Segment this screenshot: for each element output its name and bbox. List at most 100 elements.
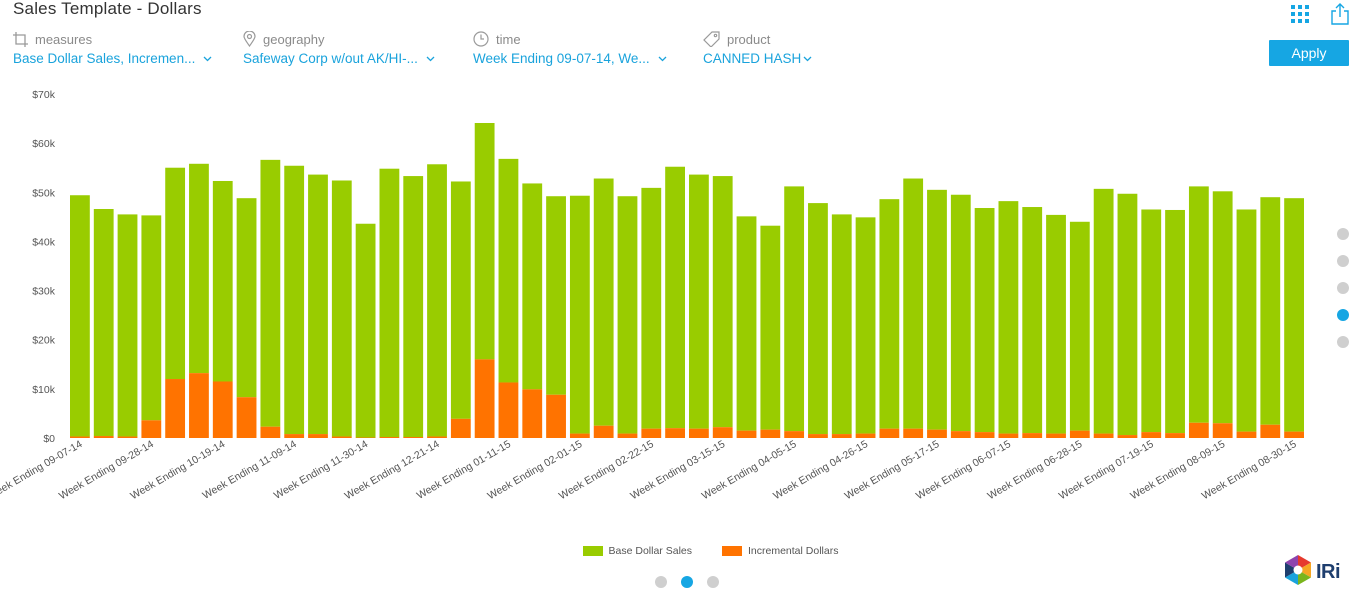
bar-incremental-dollars[interactable]	[522, 389, 543, 438]
page-dot[interactable]	[1337, 282, 1349, 294]
bar-incremental-dollars[interactable]	[260, 426, 281, 438]
bar-incremental-dollars[interactable]	[1022, 433, 1043, 438]
bar-incremental-dollars[interactable]	[736, 430, 757, 438]
bar-base-dollar-sales[interactable]	[1117, 193, 1138, 436]
bar-incremental-dollars[interactable]	[1260, 424, 1281, 438]
bar-incremental-dollars[interactable]	[903, 428, 924, 438]
bar-incremental-dollars[interactable]	[689, 428, 709, 438]
bar-base-dollar-sales[interactable]	[331, 180, 352, 437]
bar-incremental-dollars[interactable]	[1284, 431, 1304, 438]
bar-incremental-dollars[interactable]	[950, 431, 971, 438]
bar-base-dollar-sales[interactable]	[379, 168, 400, 438]
bar-incremental-dollars[interactable]	[546, 394, 566, 438]
bar-base-dollar-sales[interactable]	[260, 159, 281, 427]
bar-incremental-dollars[interactable]	[879, 428, 900, 438]
bar-incremental-dollars[interactable]	[855, 433, 876, 438]
bar-base-dollar-sales[interactable]	[141, 215, 162, 421]
page-dot[interactable]	[707, 576, 719, 588]
bar-base-dollar-sales[interactable]	[165, 167, 186, 380]
bar-incremental-dollars[interactable]	[284, 434, 305, 438]
bar-base-dollar-sales[interactable]	[546, 196, 566, 395]
bar-base-dollar-sales[interactable]	[569, 195, 590, 434]
bar-incremental-dollars[interactable]	[331, 436, 352, 438]
legend-item-base[interactable]: Base Dollar Sales	[582, 545, 692, 557]
share-export-icon[interactable]	[1331, 3, 1349, 30]
bar-incremental-dollars[interactable]	[236, 397, 257, 438]
bar-base-dollar-sales[interactable]	[189, 163, 209, 374]
bar-incremental-dollars[interactable]	[189, 373, 209, 438]
bar-incremental-dollars[interactable]	[712, 427, 733, 438]
bar-incremental-dollars[interactable]	[784, 431, 805, 438]
bar-incremental-dollars[interactable]	[617, 433, 638, 438]
bar-incremental-dollars[interactable]	[974, 432, 995, 438]
bar-incremental-dollars[interactable]	[379, 437, 400, 438]
bar-base-dollar-sales[interactable]	[498, 158, 519, 383]
bar-base-dollar-sales[interactable]	[903, 178, 924, 429]
bar-incremental-dollars[interactable]	[831, 434, 852, 438]
bar-incremental-dollars[interactable]	[70, 436, 90, 438]
bar-base-dollar-sales[interactable]	[712, 176, 733, 428]
bar-base-dollar-sales[interactable]	[117, 214, 138, 437]
bar-incremental-dollars[interactable]	[427, 436, 447, 438]
bar-base-dollar-sales[interactable]	[1165, 209, 1185, 434]
bar-base-dollar-sales[interactable]	[93, 208, 114, 437]
bar-base-dollar-sales[interactable]	[950, 194, 971, 432]
bar-base-dollar-sales[interactable]	[70, 195, 90, 437]
bar-base-dollar-sales[interactable]	[1069, 221, 1090, 431]
bar-incremental-dollars[interactable]	[1188, 422, 1209, 438]
bar-base-dollar-sales[interactable]	[1236, 209, 1257, 432]
page-dot-active[interactable]	[1337, 309, 1349, 321]
page-dot[interactable]	[1337, 255, 1349, 267]
bar-incremental-dollars[interactable]	[141, 420, 162, 438]
page-dot-active[interactable]	[681, 576, 693, 588]
bar-base-dollar-sales[interactable]	[1022, 207, 1043, 434]
bar-base-dollar-sales[interactable]	[689, 174, 709, 429]
bar-base-dollar-sales[interactable]	[617, 196, 638, 434]
bar-base-dollar-sales[interactable]	[1093, 188, 1114, 434]
bar-incremental-dollars[interactable]	[1117, 435, 1138, 438]
bar-incremental-dollars[interactable]	[927, 429, 947, 438]
bar-base-dollar-sales[interactable]	[593, 178, 614, 426]
bar-base-dollar-sales[interactable]	[1141, 209, 1162, 433]
bar-base-dollar-sales[interactable]	[236, 198, 257, 398]
product-dropdown[interactable]: CANNED HASH	[703, 51, 812, 66]
bar-base-dollar-sales[interactable]	[808, 203, 828, 435]
bar-base-dollar-sales[interactable]	[522, 183, 543, 390]
bar-incremental-dollars[interactable]	[498, 382, 519, 438]
bar-base-dollar-sales[interactable]	[403, 176, 424, 438]
bar-base-dollar-sales[interactable]	[831, 214, 852, 435]
bar-incremental-dollars[interactable]	[474, 359, 495, 438]
bar-base-dollar-sales[interactable]	[1260, 197, 1281, 425]
bar-base-dollar-sales[interactable]	[736, 216, 757, 431]
bar-base-dollar-sales[interactable]	[1046, 214, 1066, 434]
bar-base-dollar-sales[interactable]	[308, 174, 328, 435]
bar-base-dollar-sales[interactable]	[450, 181, 471, 419]
bar-base-dollar-sales[interactable]	[665, 166, 685, 429]
bar-base-dollar-sales[interactable]	[474, 122, 495, 360]
bar-incremental-dollars[interactable]	[212, 381, 233, 438]
bar-incremental-dollars[interactable]	[593, 425, 614, 438]
bar-incremental-dollars[interactable]	[117, 436, 138, 438]
bar-base-dollar-sales[interactable]	[284, 165, 305, 435]
bar-incremental-dollars[interactable]	[93, 436, 114, 438]
bar-incremental-dollars[interactable]	[1212, 423, 1233, 438]
legend-item-incremental[interactable]: Incremental Dollars	[722, 545, 838, 557]
bar-base-dollar-sales[interactable]	[784, 186, 805, 432]
bar-incremental-dollars[interactable]	[808, 434, 828, 438]
bar-incremental-dollars[interactable]	[450, 418, 471, 438]
geography-dropdown[interactable]: Safeway Corp w/out AK/HI-...	[243, 51, 435, 66]
bar-incremental-dollars[interactable]	[1165, 433, 1185, 438]
page-dot[interactable]	[1337, 336, 1349, 348]
bar-base-dollar-sales[interactable]	[355, 223, 376, 438]
apply-button[interactable]: Apply	[1269, 40, 1349, 66]
bar-base-dollar-sales[interactable]	[1284, 198, 1304, 432]
bar-incremental-dollars[interactable]	[165, 379, 186, 438]
bar-base-dollar-sales[interactable]	[879, 199, 900, 429]
page-dot[interactable]	[655, 576, 667, 588]
bar-base-dollar-sales[interactable]	[760, 225, 781, 430]
bar-incremental-dollars[interactable]	[1141, 432, 1162, 438]
bar-base-dollar-sales[interactable]	[998, 201, 1019, 434]
bar-incremental-dollars[interactable]	[998, 433, 1019, 438]
bar-incremental-dollars[interactable]	[569, 433, 590, 438]
page-dot[interactable]	[1337, 228, 1349, 240]
